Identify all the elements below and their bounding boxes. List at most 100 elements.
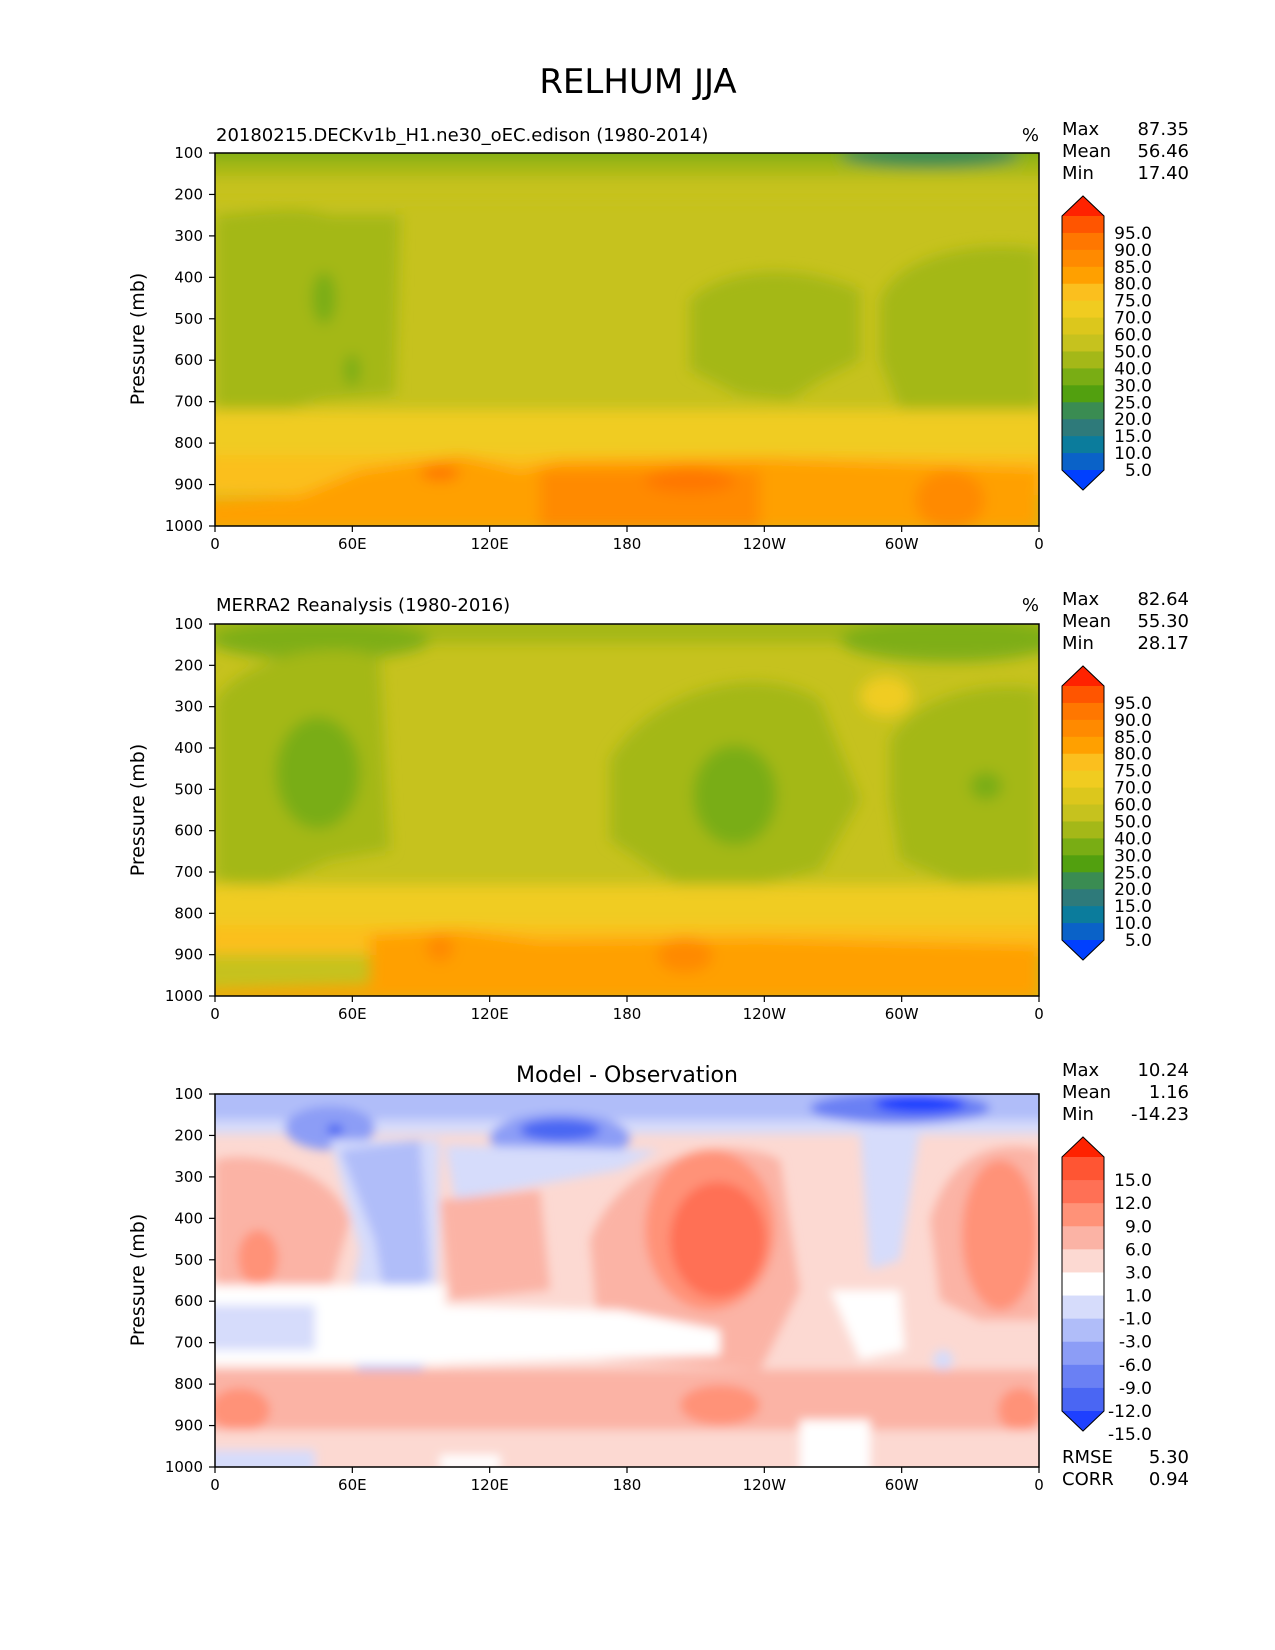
x-tick-label: 120W bbox=[743, 1005, 787, 1023]
colorbar-swatch bbox=[1062, 804, 1104, 822]
heatmap-field-observation bbox=[215, 624, 1039, 996]
x-tick-label: 180 bbox=[613, 1476, 642, 1494]
panel-difference: Model - Observation Pressure (mb) 0 60E 12… bbox=[127, 1060, 1189, 1494]
x-tick-label: 0 bbox=[1034, 1005, 1044, 1023]
x-tick-label: 120E bbox=[471, 1005, 509, 1023]
x-tick-label: 180 bbox=[613, 535, 642, 553]
x-tick-label: 120W bbox=[743, 535, 787, 553]
panel-model-axes: 0 60E 120E 180 120W 60W 0 100 200 300 400 500 600 700… bbox=[165, 144, 1044, 553]
colorbar-extend-bottom bbox=[1062, 940, 1104, 960]
y-tick-label: 400 bbox=[174, 1209, 203, 1227]
panel-model-title: 20180215.DECKv1b_H1.ne30_oEC.edison (198… bbox=[216, 125, 708, 146]
colorbar-swatch bbox=[1062, 1387, 1104, 1412]
colorbar-swatch bbox=[1062, 1364, 1104, 1389]
colorbar-tick-label: 75.0 bbox=[1114, 292, 1152, 312]
colorbar-swatch bbox=[1062, 702, 1104, 721]
colorbar-tick-label: 15.0 bbox=[1114, 897, 1152, 917]
colorbar-tick-label: -12.0 bbox=[1108, 1402, 1152, 1422]
colorbar-swatch bbox=[1062, 1341, 1104, 1366]
stat-value: 10.24 bbox=[1137, 1060, 1189, 1081]
stat-value: 1.16 bbox=[1149, 1082, 1189, 1103]
colorbar-extend-top bbox=[1062, 196, 1104, 216]
colorbar-tick-label: 12.0 bbox=[1114, 1194, 1152, 1214]
stat-value: 56.46 bbox=[1137, 141, 1189, 162]
colorbar-swatch bbox=[1062, 334, 1104, 352]
y-tick-label: 400 bbox=[174, 268, 203, 286]
colorbar-tick-label: 5.0 bbox=[1125, 461, 1152, 481]
colorbar-tick-label: 30.0 bbox=[1114, 376, 1152, 396]
y-tick-label: 1000 bbox=[165, 1458, 203, 1476]
colorbar-tick-label: 20.0 bbox=[1114, 410, 1152, 430]
colorbar-swatch bbox=[1062, 821, 1104, 839]
stat-value: 87.35 bbox=[1137, 119, 1189, 140]
colorbar-swatch bbox=[1062, 889, 1104, 907]
colorbar-tick-label: 25.0 bbox=[1114, 393, 1152, 413]
colorbar-swatch bbox=[1062, 1180, 1104, 1204]
colorbar-extend-bottom bbox=[1062, 470, 1104, 490]
colorbar-tick-label: 40.0 bbox=[1114, 359, 1152, 379]
y-tick-label: 400 bbox=[174, 739, 203, 757]
colorbar-tick-label: 1.0 bbox=[1125, 1287, 1152, 1307]
stat-label: Max bbox=[1062, 119, 1100, 140]
colorbar-swatch bbox=[1062, 787, 1104, 806]
colorbar-tick-label: 70.0 bbox=[1114, 779, 1152, 799]
colorbar-tick-label: -9.0 bbox=[1119, 1379, 1152, 1399]
colorbar-tick-label: 85.0 bbox=[1114, 728, 1152, 748]
colorbar-swatch bbox=[1062, 1272, 1104, 1297]
panel-observation-stats: Max 82.64 Mean 55.30 Min 28.17 bbox=[1062, 589, 1189, 654]
colorbar-outline bbox=[1061, 665, 1105, 961]
colorbar-tick-label: 6.0 bbox=[1125, 1240, 1152, 1260]
y-tick-label: 300 bbox=[174, 1168, 203, 1186]
colorbar-tick-label: 80.0 bbox=[1114, 745, 1152, 765]
stat-label: CORR bbox=[1062, 1469, 1114, 1490]
colorbar-tick-label: 70.0 bbox=[1114, 309, 1152, 329]
colorbar-swatch bbox=[1062, 1203, 1104, 1227]
panel-model-ylabel: Pressure (mb) bbox=[127, 273, 149, 406]
colorbar-tick-label: -3.0 bbox=[1119, 1333, 1152, 1353]
heatmap-field-model bbox=[215, 153, 1039, 526]
colorbar-extend-bottom bbox=[1062, 1411, 1104, 1431]
x-tick-label: 120W bbox=[743, 1476, 787, 1494]
colorbar-extend-top bbox=[1062, 1137, 1104, 1157]
figure-title: RELHUM JJA bbox=[539, 62, 736, 102]
y-tick-label: 500 bbox=[174, 780, 203, 798]
colorbar-swatch bbox=[1062, 351, 1104, 369]
y-tick-label: 200 bbox=[174, 1126, 203, 1144]
x-tick-label: 180 bbox=[613, 1005, 642, 1023]
y-tick-label: 100 bbox=[174, 1085, 203, 1103]
panel-difference-title: Model - Observation bbox=[516, 1063, 738, 1088]
colorbar-swatch bbox=[1062, 1295, 1104, 1320]
colorbar-tick-label: 95.0 bbox=[1114, 694, 1152, 714]
y-tick-label: 800 bbox=[174, 1375, 203, 1393]
colorbar-swatch bbox=[1062, 453, 1104, 471]
colorbar-swatch bbox=[1062, 402, 1104, 420]
stat-label: RMSE bbox=[1062, 1447, 1113, 1468]
x-tick-label: 120E bbox=[471, 1476, 509, 1494]
colorbar-swatch bbox=[1062, 216, 1104, 234]
x-tick-label: 60W bbox=[885, 1005, 919, 1023]
colorbar-tick-label: 95.0 bbox=[1114, 224, 1152, 244]
y-tick-label: 200 bbox=[174, 185, 203, 203]
panel-model-colorbar: 95.090.085.080.075.070.060.050.040.030.0… bbox=[1061, 195, 1152, 491]
x-tick-label: 0 bbox=[210, 535, 220, 553]
colorbar-swatch bbox=[1062, 1249, 1104, 1273]
x-tick-label: 120E bbox=[471, 535, 509, 553]
colorbar-outline bbox=[1061, 1136, 1105, 1432]
stat-value: 17.40 bbox=[1137, 163, 1189, 184]
x-tick-label: 0 bbox=[210, 1005, 220, 1023]
stat-label: Min bbox=[1062, 1104, 1094, 1125]
colorbar-swatch bbox=[1062, 283, 1104, 302]
colorbar-swatch bbox=[1062, 1318, 1104, 1343]
colorbar-tick-label: 60.0 bbox=[1114, 796, 1152, 816]
x-tick-label: 0 bbox=[1034, 1476, 1044, 1494]
y-tick-label: 800 bbox=[174, 434, 203, 452]
x-tick-label: 60E bbox=[338, 535, 367, 553]
stat-value: -14.23 bbox=[1131, 1104, 1189, 1125]
colorbar-swatch bbox=[1062, 923, 1104, 941]
y-tick-label: 300 bbox=[174, 698, 203, 716]
stat-value: 5.30 bbox=[1149, 1447, 1189, 1468]
colorbar-tick-label: 60.0 bbox=[1114, 326, 1152, 346]
colorbar-swatch bbox=[1062, 686, 1104, 704]
colorbar-tick-label: 50.0 bbox=[1114, 812, 1152, 832]
x-tick-label: 60E bbox=[338, 1476, 367, 1494]
